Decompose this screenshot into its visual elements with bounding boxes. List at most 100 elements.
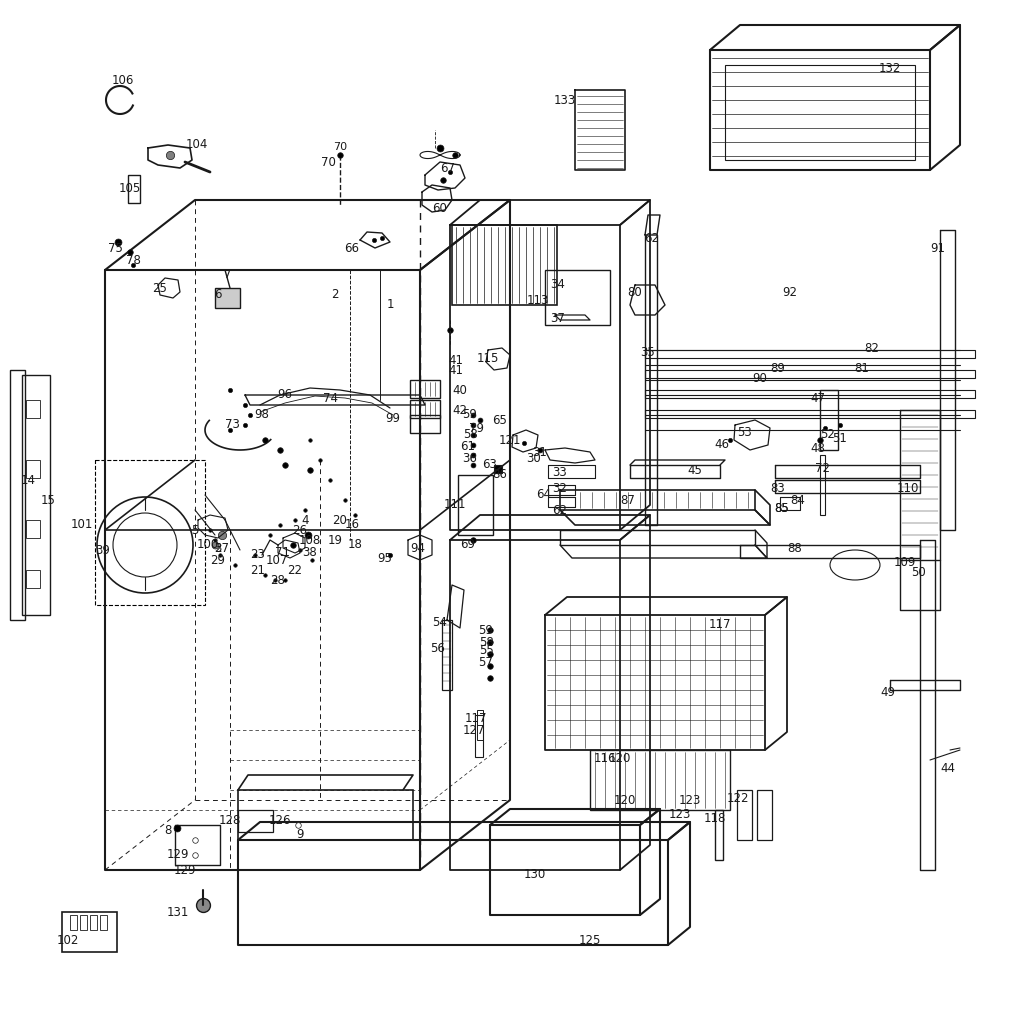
Text: 85: 85 (774, 502, 790, 514)
Text: 133: 133 (554, 93, 577, 106)
Text: 117: 117 (465, 712, 487, 725)
Text: 128: 128 (219, 813, 242, 826)
Bar (645, 350, 975, 358)
Text: 59: 59 (478, 624, 494, 637)
Text: 129: 129 (167, 849, 189, 861)
Text: 27: 27 (214, 542, 229, 555)
Text: 25: 25 (153, 282, 168, 295)
Text: 65: 65 (493, 414, 508, 427)
Bar (70, 915, 77, 930)
Text: 129: 129 (174, 863, 197, 877)
Text: 122: 122 (727, 792, 750, 805)
Text: 111: 111 (443, 499, 466, 512)
Bar (90, 915, 97, 930)
Text: 37: 37 (551, 311, 565, 325)
Text: 62: 62 (553, 504, 567, 516)
Text: 87: 87 (621, 494, 636, 507)
Text: 14: 14 (20, 473, 36, 486)
Bar (494, 465, 502, 473)
Text: 130: 130 (524, 868, 546, 882)
Text: 123: 123 (679, 794, 701, 807)
Text: 7: 7 (224, 268, 231, 282)
Text: 30: 30 (526, 452, 542, 465)
Bar (820, 390, 838, 450)
Text: 98: 98 (255, 409, 269, 422)
Bar (645, 370, 975, 378)
Bar (410, 400, 440, 418)
Text: 115: 115 (477, 351, 499, 365)
Text: 38: 38 (303, 546, 317, 558)
Bar (26, 400, 40, 418)
Text: 59: 59 (463, 409, 477, 422)
Text: 15: 15 (41, 494, 55, 507)
Text: 39: 39 (95, 544, 111, 556)
Text: 62: 62 (644, 231, 659, 245)
Text: 105: 105 (119, 181, 141, 195)
Text: 56: 56 (430, 641, 445, 654)
Text: 91: 91 (931, 242, 945, 255)
Text: 40: 40 (453, 384, 467, 396)
Text: 35: 35 (641, 345, 655, 358)
Text: 41: 41 (449, 364, 464, 377)
Bar (100, 915, 106, 930)
Bar (238, 790, 413, 840)
Text: 71: 71 (274, 546, 290, 558)
Text: 6: 6 (214, 289, 222, 301)
Text: 63: 63 (482, 459, 498, 471)
Text: 58: 58 (478, 636, 494, 648)
Bar (26, 520, 40, 538)
Text: 42: 42 (453, 403, 468, 417)
Text: 117: 117 (709, 618, 731, 632)
Text: 22: 22 (288, 563, 302, 577)
Text: 60: 60 (432, 202, 447, 214)
Text: 131: 131 (167, 905, 189, 919)
Text: 95: 95 (378, 552, 392, 564)
Bar (238, 810, 273, 831)
Text: 70: 70 (321, 156, 336, 169)
Text: 55: 55 (478, 643, 494, 656)
Text: 120: 120 (609, 752, 631, 765)
Text: 5: 5 (191, 523, 199, 537)
Text: 3: 3 (214, 542, 221, 555)
Bar (477, 710, 483, 740)
Text: 61: 61 (461, 440, 475, 454)
Text: 18: 18 (347, 539, 362, 552)
Text: 48: 48 (811, 441, 825, 455)
Bar (26, 570, 40, 588)
Text: 78: 78 (126, 254, 140, 266)
Text: 47: 47 (811, 391, 825, 404)
Text: 86: 86 (493, 469, 508, 481)
Text: 116: 116 (594, 752, 616, 765)
Text: 28: 28 (270, 573, 286, 587)
Bar (26, 460, 40, 478)
Text: 31: 31 (532, 445, 548, 459)
Text: 113: 113 (526, 294, 549, 306)
Text: 132: 132 (879, 61, 901, 75)
Text: 84: 84 (791, 494, 806, 507)
Text: 36: 36 (463, 452, 477, 465)
Bar (410, 415, 440, 433)
Text: 45: 45 (687, 464, 702, 476)
Text: 67: 67 (440, 162, 456, 174)
Text: 72: 72 (814, 462, 829, 474)
Bar (725, 65, 915, 160)
Text: 51: 51 (833, 431, 848, 444)
Text: 96: 96 (278, 388, 293, 401)
Text: 49: 49 (881, 685, 896, 698)
Bar (715, 810, 723, 860)
Text: 50: 50 (910, 565, 926, 579)
Bar (458, 475, 493, 535)
Text: 46: 46 (715, 438, 729, 452)
Text: 33: 33 (553, 466, 567, 478)
Text: 127: 127 (463, 724, 485, 736)
Text: 125: 125 (579, 934, 601, 946)
Text: 54: 54 (432, 615, 447, 629)
Bar (442, 620, 452, 690)
Text: 1: 1 (386, 299, 394, 311)
Text: 32: 32 (553, 481, 567, 495)
Text: 126: 126 (268, 813, 291, 826)
Bar (62, 912, 117, 952)
Text: 52: 52 (820, 428, 836, 441)
Bar (410, 380, 440, 398)
Text: 9: 9 (296, 828, 304, 842)
